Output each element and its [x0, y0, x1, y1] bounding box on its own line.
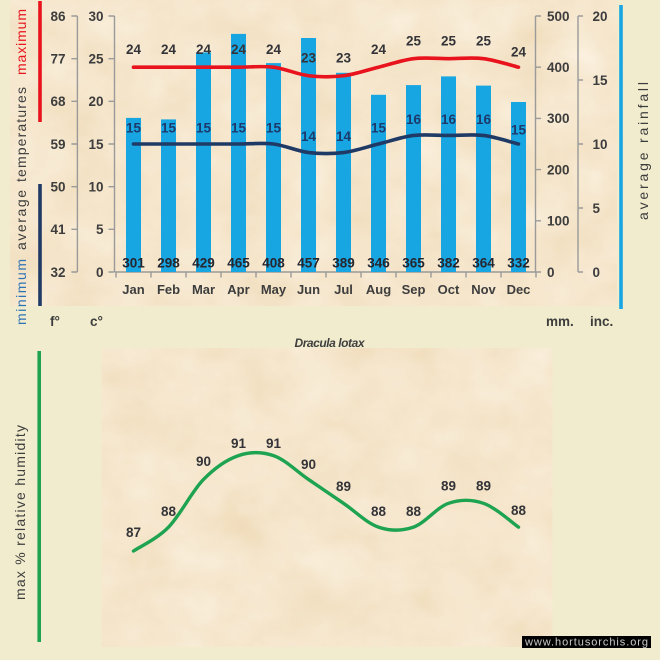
- svg-text:200: 200: [547, 162, 570, 177]
- svg-text:400: 400: [547, 60, 570, 75]
- svg-text:87: 87: [126, 525, 141, 540]
- svg-text:15: 15: [511, 123, 527, 138]
- svg-text:14: 14: [336, 129, 352, 144]
- svg-text:Dec: Dec: [507, 282, 531, 297]
- svg-text:100: 100: [547, 214, 570, 229]
- svg-text:68: 68: [50, 94, 66, 109]
- svg-text:89: 89: [336, 479, 351, 494]
- svg-text:f°: f°: [50, 314, 60, 329]
- svg-text:14: 14: [301, 129, 317, 144]
- svg-text:0: 0: [547, 265, 555, 280]
- svg-text:temperatures: temperatures: [13, 87, 29, 182]
- svg-text:average: average: [13, 190, 29, 250]
- svg-text:24: 24: [196, 42, 212, 57]
- svg-text:457: 457: [297, 256, 320, 271]
- svg-text:Jan: Jan: [122, 282, 144, 297]
- svg-text:24: 24: [161, 42, 177, 57]
- svg-text:88: 88: [406, 504, 422, 519]
- svg-text:15: 15: [593, 73, 609, 88]
- svg-text:10: 10: [88, 180, 103, 195]
- svg-text:24: 24: [371, 42, 387, 57]
- svg-text:5: 5: [593, 201, 601, 216]
- svg-text:25: 25: [406, 34, 422, 49]
- svg-text:May: May: [261, 282, 287, 297]
- svg-text:24: 24: [511, 45, 527, 60]
- svg-text:90: 90: [196, 454, 211, 469]
- svg-text:41: 41: [50, 222, 66, 237]
- svg-text:c°: c°: [90, 314, 103, 329]
- svg-text:15: 15: [126, 121, 142, 136]
- svg-text:inc.: inc.: [590, 314, 613, 329]
- svg-text:0: 0: [96, 265, 104, 280]
- svg-text:346: 346: [367, 256, 390, 271]
- svg-text:16: 16: [441, 112, 457, 127]
- svg-text:88: 88: [371, 504, 387, 519]
- svg-text:Dracula lotax: Dracula lotax: [295, 336, 366, 350]
- svg-text:90: 90: [301, 457, 316, 472]
- svg-text:298: 298: [157, 256, 180, 271]
- svg-text:maximum: maximum: [13, 9, 29, 75]
- svg-text:20: 20: [88, 94, 103, 109]
- svg-text:23: 23: [336, 51, 352, 66]
- svg-text:365: 365: [402, 256, 425, 271]
- svg-text:20: 20: [593, 9, 608, 24]
- svg-text:301: 301: [122, 256, 145, 271]
- svg-text:15: 15: [196, 121, 212, 136]
- svg-text:382: 382: [437, 256, 460, 271]
- svg-text:15: 15: [161, 121, 177, 136]
- svg-text:364: 364: [472, 256, 495, 271]
- svg-text:429: 429: [192, 256, 215, 271]
- svg-text:89: 89: [441, 479, 456, 494]
- svg-text:89: 89: [476, 479, 491, 494]
- svg-text:5: 5: [96, 222, 104, 237]
- svg-text:91: 91: [266, 436, 282, 451]
- svg-text:25: 25: [88, 52, 104, 67]
- svg-text:408: 408: [262, 256, 285, 271]
- svg-text:15: 15: [231, 121, 247, 136]
- svg-text:465: 465: [227, 256, 250, 271]
- svg-text:30: 30: [88, 9, 103, 24]
- svg-text:max % relative humidity: max % relative humidity: [12, 425, 28, 600]
- svg-text:23: 23: [301, 51, 317, 66]
- svg-text:50: 50: [50, 180, 65, 195]
- svg-text:Nov: Nov: [471, 282, 496, 297]
- svg-text:10: 10: [593, 137, 608, 152]
- svg-text:Sep: Sep: [402, 282, 426, 297]
- svg-text:Jun: Jun: [297, 282, 320, 297]
- svg-text:15: 15: [371, 121, 387, 136]
- svg-text:332: 332: [507, 256, 530, 271]
- svg-text:Aug: Aug: [366, 282, 391, 297]
- svg-text:0: 0: [593, 265, 601, 280]
- svg-text:Feb: Feb: [157, 282, 180, 297]
- svg-text:Oct: Oct: [438, 282, 460, 297]
- svg-text:mm.: mm.: [546, 314, 574, 329]
- svg-text:Apr: Apr: [227, 282, 249, 297]
- svg-text:Jul: Jul: [334, 282, 353, 297]
- svg-text:24: 24: [126, 42, 142, 57]
- svg-text:www.hortusorchis.org: www.hortusorchis.org: [524, 637, 648, 649]
- svg-text:15: 15: [266, 121, 282, 136]
- svg-text:86: 86: [50, 9, 66, 24]
- svg-text:24: 24: [231, 42, 247, 57]
- svg-text:88: 88: [161, 504, 177, 519]
- svg-text:15: 15: [88, 137, 104, 152]
- svg-text:25: 25: [476, 34, 492, 49]
- svg-text:25: 25: [441, 34, 457, 49]
- svg-text:32: 32: [50, 265, 65, 280]
- svg-text:389: 389: [332, 256, 355, 271]
- svg-text:minimum: minimum: [13, 259, 29, 325]
- svg-text:24: 24: [266, 42, 282, 57]
- svg-text:91: 91: [231, 436, 247, 451]
- svg-text:88: 88: [511, 503, 527, 518]
- svg-text:300: 300: [547, 111, 570, 126]
- svg-text:59: 59: [50, 137, 65, 152]
- svg-text:16: 16: [476, 112, 492, 127]
- svg-text:Mar: Mar: [192, 282, 215, 297]
- svg-text:77: 77: [50, 52, 65, 67]
- svg-text:500: 500: [547, 9, 570, 24]
- svg-text:16: 16: [406, 112, 422, 127]
